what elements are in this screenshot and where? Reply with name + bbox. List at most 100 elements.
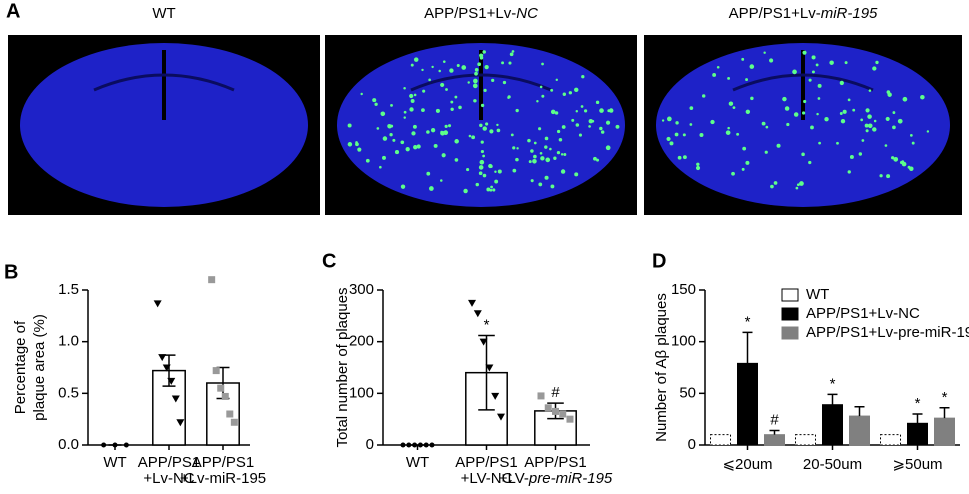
plaque-dot bbox=[433, 143, 438, 148]
point bbox=[559, 410, 567, 418]
plaque-dot bbox=[808, 78, 812, 82]
error-bar bbox=[162, 354, 176, 371]
ventricle bbox=[732, 73, 874, 92]
point bbox=[429, 442, 435, 448]
plaque-dot bbox=[491, 78, 495, 83]
point bbox=[158, 354, 167, 362]
plaque-dot bbox=[892, 111, 896, 115]
plaque-dot bbox=[727, 126, 730, 130]
plaque-dot bbox=[544, 175, 549, 180]
plaque-dot bbox=[571, 118, 575, 122]
plaque-dot bbox=[847, 170, 851, 174]
point bbox=[537, 392, 545, 400]
plaque-dot bbox=[426, 130, 430, 134]
plaque-dot bbox=[478, 171, 483, 176]
plaque-dot bbox=[808, 160, 812, 165]
plaque-dot bbox=[392, 138, 396, 142]
plaque-dot bbox=[480, 140, 484, 144]
plaque-dot bbox=[426, 171, 431, 176]
annotation: * bbox=[745, 313, 751, 330]
y-axis-label: Percentage of plaque area (%) bbox=[12, 314, 48, 421]
x-tick-label: +LV-pre-miR-195 bbox=[499, 470, 613, 487]
plaque-dot bbox=[463, 188, 468, 194]
plaque-dot bbox=[561, 125, 566, 129]
plaque-dot bbox=[712, 73, 717, 77]
x-tick-label: APP/PS1 bbox=[524, 454, 587, 471]
plaque-dot bbox=[765, 125, 769, 129]
text-part: APP/PS1 bbox=[138, 454, 201, 471]
plaque-dot bbox=[858, 152, 863, 156]
text-part: NC bbox=[516, 5, 538, 22]
plaque-dot bbox=[891, 156, 895, 160]
plaque-dot bbox=[811, 55, 816, 60]
plaque-dot bbox=[441, 153, 446, 158]
brain bbox=[656, 43, 950, 207]
plaque-dot bbox=[544, 145, 548, 149]
x-tick-label: +Lv-miR-195 bbox=[180, 470, 266, 487]
error-bar bbox=[912, 413, 923, 424]
plaque-dot bbox=[580, 105, 584, 108]
text-part: WT bbox=[406, 454, 429, 471]
plaque-dot bbox=[609, 108, 614, 113]
plaque-dot bbox=[413, 145, 418, 150]
plaque-dot bbox=[615, 124, 620, 129]
plaque-dot bbox=[479, 123, 483, 128]
plaque-dot bbox=[745, 160, 750, 165]
plaque-dot bbox=[763, 51, 766, 54]
x-tick-label: WT bbox=[406, 454, 429, 471]
plaque-dot bbox=[456, 64, 460, 68]
y-axis-label: Number of Aβ plaques bbox=[653, 293, 670, 442]
plaque-dot bbox=[530, 179, 534, 183]
plaque-dot bbox=[374, 102, 378, 106]
y-tick-label: 50 bbox=[679, 384, 696, 401]
plaque-dot bbox=[731, 171, 735, 176]
plaque-dot bbox=[574, 172, 579, 177]
plaque-dot bbox=[824, 116, 829, 122]
point bbox=[217, 384, 225, 392]
plaque-dot bbox=[770, 184, 774, 189]
brain-images: WT APP/PS1+Lv-NC APP/PS1+Lv-miR-195 bbox=[8, 5, 962, 215]
plaque-dot bbox=[728, 101, 734, 106]
y-tick-label: 200 bbox=[349, 333, 374, 350]
plaque-dot bbox=[479, 159, 485, 165]
ventricle bbox=[410, 73, 552, 92]
legend-swatch bbox=[781, 326, 799, 340]
plaque-dot bbox=[533, 141, 537, 145]
plaque-dot bbox=[482, 50, 486, 54]
plaque-dot bbox=[884, 144, 888, 147]
plaque-dot bbox=[528, 160, 532, 164]
plaque-dot bbox=[920, 94, 925, 100]
plaque-dot bbox=[607, 109, 611, 113]
plaque-dot bbox=[482, 154, 486, 158]
y-tick-label: 1.5 bbox=[58, 281, 79, 298]
panel-label: A bbox=[6, 0, 20, 22]
plaque-dot bbox=[416, 144, 421, 149]
plaque-dot bbox=[347, 142, 353, 147]
point bbox=[566, 415, 574, 423]
plaque-dot bbox=[532, 158, 537, 164]
plaque-dot bbox=[496, 128, 501, 133]
legend-swatch bbox=[781, 307, 799, 321]
error-bar bbox=[939, 407, 950, 419]
y-axis-label: Total number of plaques bbox=[334, 287, 351, 447]
point bbox=[479, 338, 488, 346]
plaque-dot bbox=[428, 186, 434, 191]
plaque-dot bbox=[782, 96, 787, 102]
plaque-dot bbox=[477, 62, 482, 67]
y-tick-label: 100 bbox=[671, 333, 696, 350]
plaque-dot bbox=[538, 182, 543, 187]
plaque-dot bbox=[732, 106, 736, 110]
plaque-dot bbox=[892, 125, 896, 130]
plaque-dot bbox=[666, 116, 672, 122]
plaque-dot bbox=[473, 99, 477, 103]
plaque-dot bbox=[792, 69, 797, 75]
plaque-dot bbox=[466, 167, 470, 172]
ventricle bbox=[93, 73, 235, 92]
plaque-dot bbox=[403, 116, 406, 119]
point bbox=[552, 407, 559, 415]
plaque-dot bbox=[605, 145, 611, 151]
point bbox=[171, 395, 180, 403]
plaque-dot bbox=[902, 96, 908, 102]
text-part: APP/PS1 bbox=[455, 454, 518, 471]
text-part: APP/PS1+Lv- bbox=[424, 5, 516, 22]
